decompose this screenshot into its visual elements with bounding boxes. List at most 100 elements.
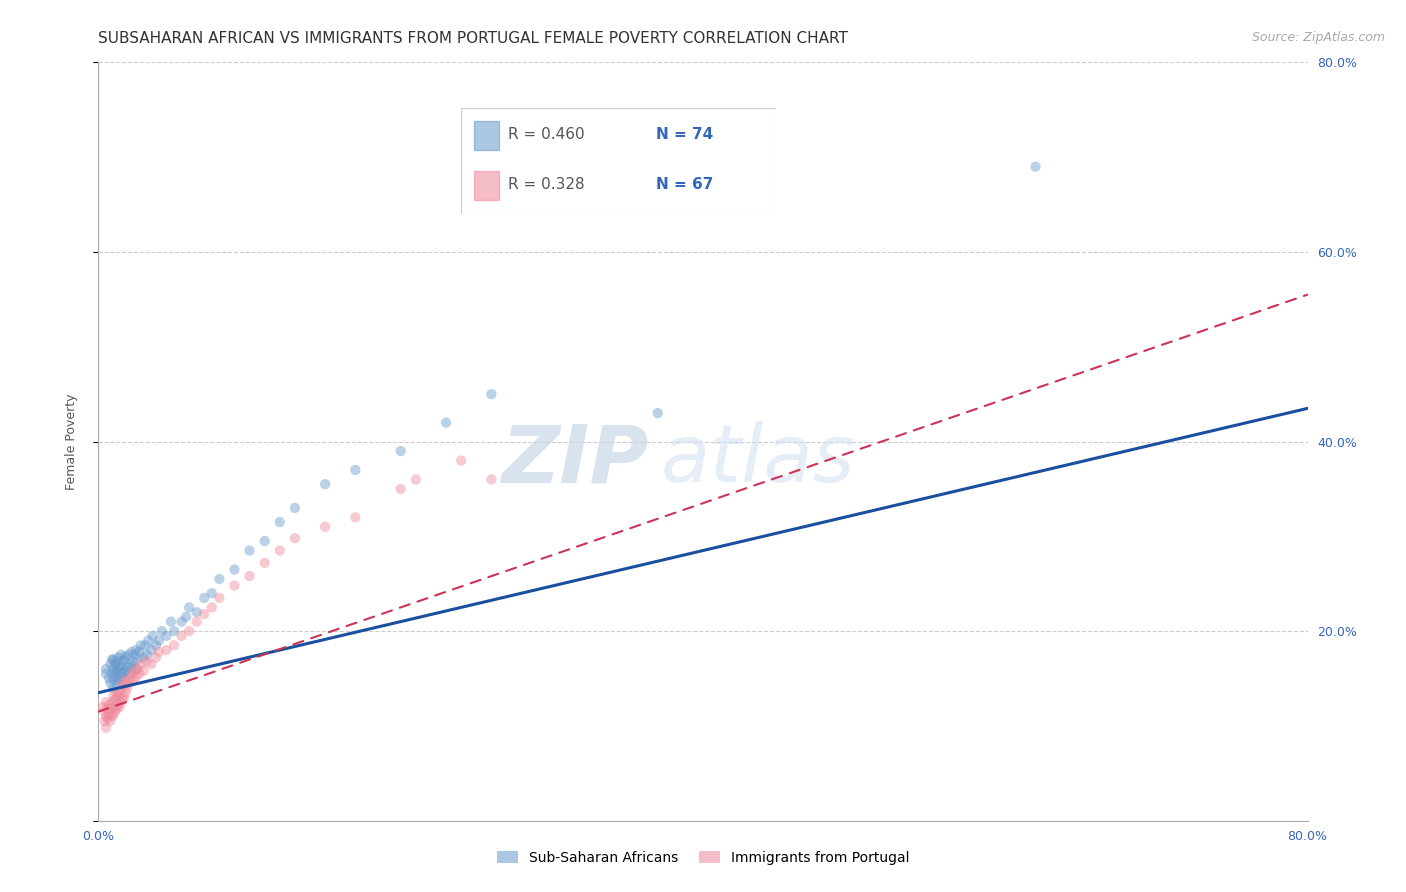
- Point: [224, 562, 246, 576]
- Point: [148, 633, 170, 648]
- Point: [127, 652, 149, 666]
- Point: [170, 629, 193, 643]
- Point: [105, 664, 128, 678]
- Point: [103, 662, 125, 676]
- Point: [98, 698, 121, 712]
- Point: [155, 643, 177, 657]
- Point: [101, 709, 124, 723]
- Point: [269, 543, 291, 558]
- Point: [108, 673, 131, 688]
- Point: [98, 707, 121, 722]
- Point: [405, 473, 427, 487]
- Point: [129, 638, 152, 652]
- Point: [93, 705, 115, 719]
- Text: Source: ZipAtlas.com: Source: ZipAtlas.com: [1251, 31, 1385, 45]
- Point: [118, 648, 141, 662]
- Point: [98, 672, 121, 686]
- Point: [201, 586, 224, 600]
- Point: [114, 686, 136, 700]
- Point: [108, 699, 131, 714]
- Point: [134, 638, 156, 652]
- Point: [107, 698, 129, 712]
- Point: [103, 652, 125, 666]
- Point: [186, 615, 208, 629]
- Point: [93, 714, 115, 728]
- Point: [100, 676, 122, 690]
- Point: [170, 615, 193, 629]
- Point: [314, 477, 336, 491]
- Point: [344, 463, 367, 477]
- Point: [186, 605, 208, 619]
- Point: [284, 531, 307, 545]
- Point: [132, 650, 155, 665]
- Point: [107, 662, 129, 676]
- Point: [94, 695, 117, 709]
- Point: [145, 650, 167, 665]
- Point: [114, 673, 136, 688]
- Text: atlas: atlas: [661, 422, 855, 500]
- Point: [105, 702, 128, 716]
- Point: [450, 453, 472, 467]
- Point: [103, 672, 125, 686]
- Point: [110, 682, 132, 697]
- Point: [141, 657, 163, 672]
- Point: [121, 645, 143, 659]
- Point: [125, 662, 148, 676]
- Point: [107, 650, 129, 665]
- Point: [142, 629, 165, 643]
- Point: [224, 579, 246, 593]
- Point: [647, 406, 669, 420]
- Point: [127, 662, 149, 676]
- Point: [179, 624, 201, 639]
- Text: ZIP: ZIP: [501, 422, 648, 500]
- Point: [120, 672, 142, 686]
- Point: [124, 648, 146, 662]
- Point: [105, 690, 128, 705]
- Point: [124, 664, 146, 678]
- Point: [107, 672, 129, 686]
- Point: [125, 669, 148, 684]
- Point: [111, 666, 134, 681]
- Point: [96, 711, 118, 725]
- Point: [145, 638, 167, 652]
- Point: [122, 655, 145, 669]
- Point: [94, 662, 117, 676]
- Point: [208, 572, 231, 586]
- Point: [112, 652, 135, 666]
- Point: [193, 591, 215, 605]
- Point: [118, 676, 141, 690]
- Point: [389, 444, 412, 458]
- Point: [141, 643, 163, 657]
- Point: [112, 665, 135, 679]
- Point: [108, 689, 131, 703]
- Point: [122, 673, 145, 688]
- Point: [125, 643, 148, 657]
- Point: [96, 702, 118, 716]
- Point: [132, 664, 155, 678]
- Point: [150, 624, 173, 639]
- Point: [128, 666, 150, 681]
- Point: [481, 473, 503, 487]
- Point: [135, 648, 157, 662]
- Point: [239, 543, 262, 558]
- Point: [104, 705, 127, 719]
- Point: [118, 666, 141, 681]
- Point: [314, 520, 336, 534]
- Point: [104, 692, 127, 706]
- Point: [115, 660, 138, 674]
- Point: [110, 648, 132, 662]
- Point: [101, 652, 124, 666]
- Point: [111, 655, 134, 669]
- Point: [284, 500, 307, 515]
- Point: [104, 657, 127, 672]
- Point: [111, 679, 134, 693]
- Point: [101, 666, 124, 681]
- Point: [163, 638, 186, 652]
- Point: [253, 556, 276, 570]
- Point: [120, 657, 142, 672]
- Point: [112, 690, 135, 705]
- Point: [128, 645, 150, 659]
- Point: [114, 649, 136, 664]
- Point: [104, 666, 127, 681]
- Point: [136, 633, 159, 648]
